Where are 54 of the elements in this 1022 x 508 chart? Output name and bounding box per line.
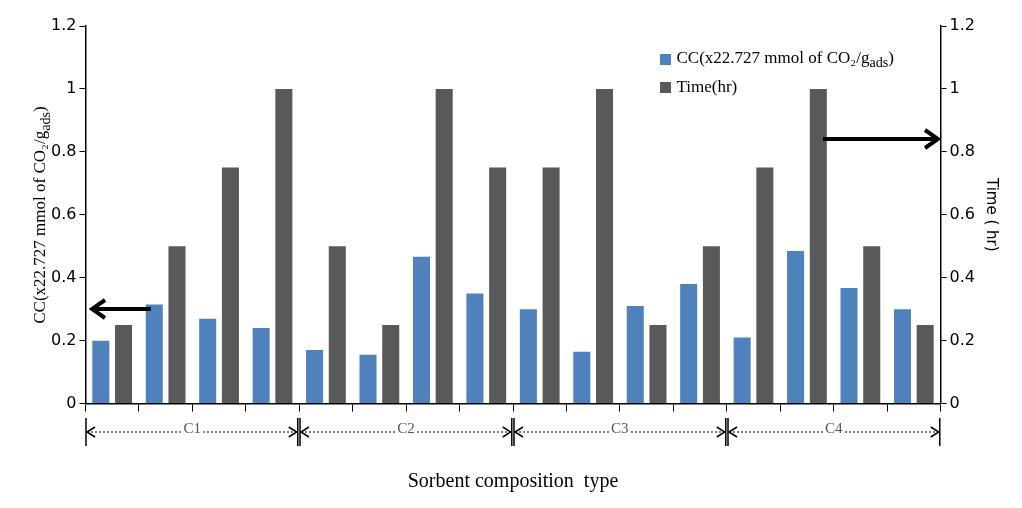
y-tick-label: 1 bbox=[66, 78, 77, 98]
y2-tick-label: 0.4 bbox=[949, 266, 976, 286]
bar bbox=[809, 88, 827, 404]
y-tick-label: 1.2 bbox=[50, 15, 77, 35]
bar bbox=[275, 88, 293, 404]
bar bbox=[168, 246, 186, 404]
y2-tick-label: 0 bbox=[949, 392, 960, 412]
y2-axis-title: Time ( hr) bbox=[983, 176, 1002, 252]
bar bbox=[115, 324, 133, 404]
bar bbox=[412, 256, 430, 404]
text: C2 bbox=[395, 419, 417, 437]
bar bbox=[359, 354, 377, 404]
y-tick-label: 0.2 bbox=[50, 329, 77, 349]
text: C4 bbox=[822, 419, 845, 437]
bar bbox=[680, 284, 698, 404]
bar bbox=[756, 167, 774, 404]
text: C1 bbox=[181, 419, 204, 437]
y2-tick-label: 0.2 bbox=[949, 329, 976, 349]
bar bbox=[435, 88, 453, 404]
bar bbox=[252, 328, 270, 404]
y2-tick-label: 0.6 bbox=[949, 203, 976, 223]
bar bbox=[519, 309, 537, 404]
bar bbox=[863, 246, 881, 404]
x-axis-title: Sorbent composition type bbox=[407, 469, 619, 493]
text: C3 bbox=[609, 419, 631, 437]
bar bbox=[199, 318, 217, 404]
bar bbox=[733, 337, 751, 404]
bar bbox=[145, 304, 163, 404]
y-tick-label: 0 bbox=[66, 392, 77, 412]
bar bbox=[382, 324, 400, 404]
bar bbox=[328, 246, 346, 404]
y-tick-label: 0.8 bbox=[50, 141, 77, 161]
bar bbox=[626, 306, 644, 404]
bar bbox=[787, 250, 805, 404]
y2-tick-label: 0.8 bbox=[949, 141, 976, 161]
bar bbox=[596, 88, 614, 404]
bar bbox=[893, 309, 911, 404]
bar bbox=[489, 167, 507, 404]
bar bbox=[649, 324, 667, 404]
legend-label: CC(x22.727 mmol of CO₂/g$_{ads}$) bbox=[676, 48, 894, 72]
y2-tick-label: 1 bbox=[949, 78, 960, 98]
bar bbox=[221, 167, 239, 404]
bar bbox=[542, 167, 560, 404]
bar bbox=[702, 246, 720, 404]
bar bbox=[306, 350, 324, 404]
bar bbox=[92, 340, 110, 404]
y-tick-label: 0.6 bbox=[50, 203, 77, 223]
bar bbox=[840, 288, 858, 404]
y-tick-label: 0.4 bbox=[50, 266, 77, 286]
bar bbox=[573, 351, 591, 404]
y2-tick-label: 1.2 bbox=[949, 15, 976, 35]
legend-label: Time(hr) bbox=[676, 77, 738, 98]
bar bbox=[916, 324, 934, 404]
bar bbox=[466, 293, 484, 404]
